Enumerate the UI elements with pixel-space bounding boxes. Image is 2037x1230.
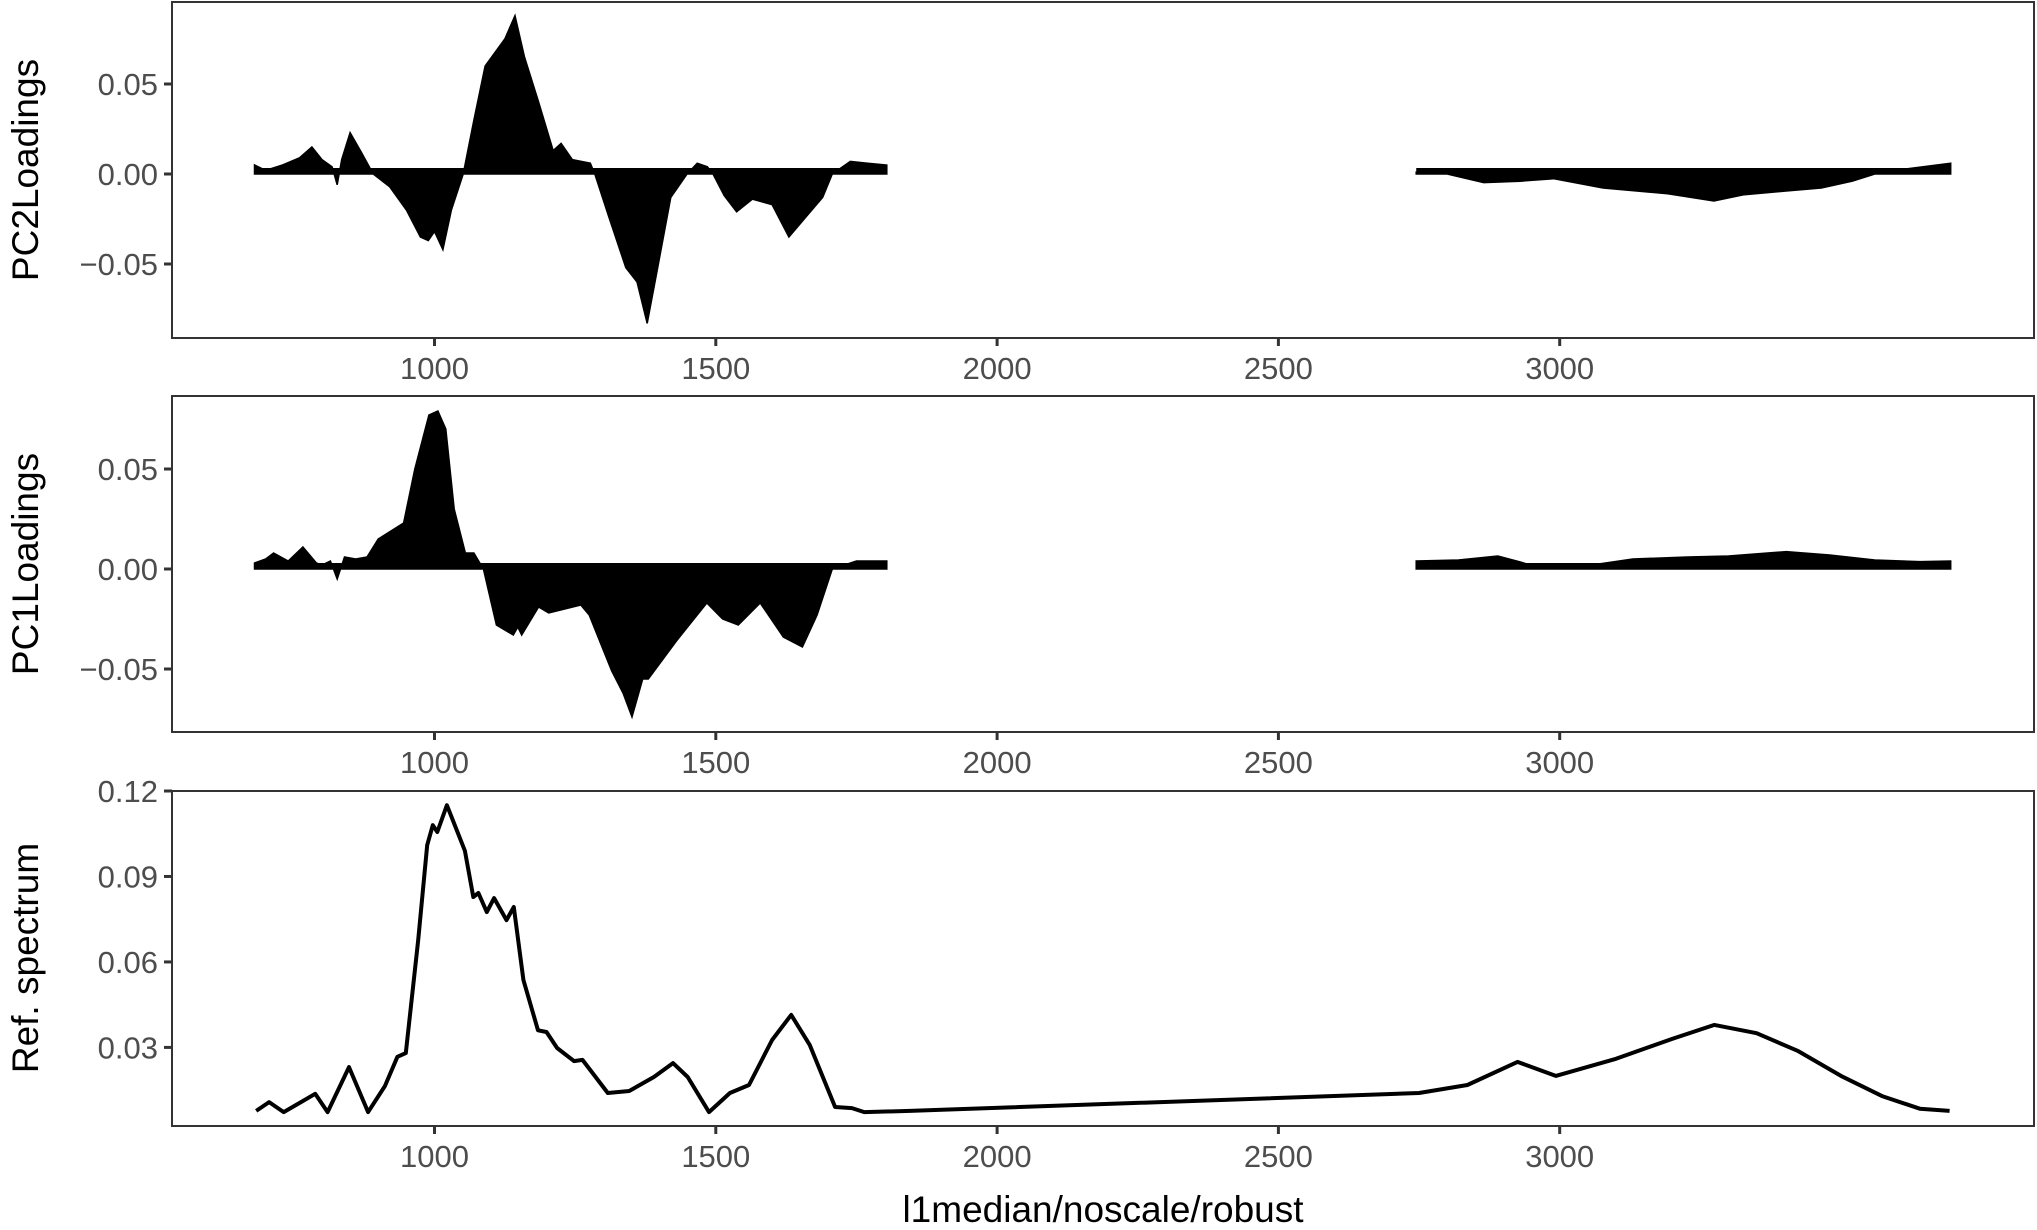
y-ticks-pc2: 0.05 0.00 −0.05 bbox=[80, 67, 172, 282]
x-tick-label: 2500 bbox=[1244, 745, 1313, 780]
y-ticks-pc1: 0.05 0.00 −0.05 bbox=[80, 452, 172, 687]
panel-ref-spectrum: Ref. spectrum 0.12 0.09 0.06 0.03 1000 1500 2… bbox=[5, 774, 2035, 1230]
x-ticks-pc2: 1000 1500 2000 2500 3000 bbox=[400, 338, 1594, 386]
baseline-band bbox=[1416, 563, 1951, 569]
panel-border-pc2 bbox=[171, 1, 2035, 339]
x-tick-label: 2500 bbox=[1244, 351, 1313, 386]
x-ticks-ref: 1000 1500 2000 2500 3000 bbox=[400, 1126, 1594, 1174]
baseline-band bbox=[254, 563, 887, 569]
y-tick-label: 0.12 bbox=[98, 774, 158, 809]
y-tick-label: 0.05 bbox=[98, 67, 158, 102]
x-tick-label: 3000 bbox=[1525, 351, 1594, 386]
area-pc2 bbox=[253, 13, 1952, 324]
y-ticks-ref: 0.12 0.09 0.06 0.03 bbox=[98, 774, 172, 1065]
y-axis-title-ref: Ref. spectrum bbox=[5, 843, 46, 1073]
x-tick-label: 1000 bbox=[400, 1139, 469, 1174]
y-axis-title-pc2: PC2Loadings bbox=[5, 59, 46, 281]
y-tick-label: 0.00 bbox=[98, 157, 158, 192]
x-tick-label: 2500 bbox=[1244, 1139, 1313, 1174]
panel-border-pc1 bbox=[171, 395, 2035, 733]
x-tick-label: 1000 bbox=[400, 351, 469, 386]
panel-pc1-loadings: PC1Loadings 0.05 0.00 −0.05 1000 1500 2000 25… bbox=[5, 395, 2035, 780]
area-pc1 bbox=[253, 410, 1952, 720]
y-tick-label: 0.00 bbox=[98, 552, 158, 587]
y-tick-label: 0.09 bbox=[98, 859, 158, 894]
y-tick-label: −0.05 bbox=[80, 652, 158, 687]
x-tick-label: 1500 bbox=[681, 1139, 750, 1174]
panel-pc2-loadings: PC2Loadings 0.05 0.00 −0.05 1000 1500 2000 25… bbox=[5, 1, 2035, 386]
loading-area bbox=[1415, 162, 1952, 202]
y-tick-label: 0.05 bbox=[98, 452, 158, 487]
x-tick-label: 1000 bbox=[400, 745, 469, 780]
y-tick-label: 0.03 bbox=[98, 1030, 158, 1065]
line-ref-spectrum bbox=[255, 803, 1950, 1115]
x-axis-title: l1median/noscale/robust bbox=[902, 1189, 1304, 1230]
x-tick-label: 3000 bbox=[1525, 745, 1594, 780]
x-tick-label: 3000 bbox=[1525, 1139, 1594, 1174]
y-tick-label: 0.06 bbox=[98, 945, 158, 980]
y-tick-label: −0.05 bbox=[80, 247, 158, 282]
x-tick-label: 1500 bbox=[681, 745, 750, 780]
spectrum-line bbox=[255, 803, 1950, 1115]
x-tick-label: 2000 bbox=[963, 351, 1032, 386]
x-ticks-pc1: 1000 1500 2000 2500 3000 bbox=[400, 732, 1594, 780]
x-tick-label: 1500 bbox=[681, 351, 750, 386]
baseline-band bbox=[1416, 168, 1951, 174]
y-axis-title-pc1: PC1Loadings bbox=[5, 453, 46, 675]
baseline-band bbox=[254, 168, 887, 174]
panel-border-ref bbox=[171, 790, 2035, 1127]
x-tick-label: 2000 bbox=[963, 1139, 1032, 1174]
x-tick-label: 2000 bbox=[963, 745, 1032, 780]
loading-area bbox=[253, 410, 888, 720]
